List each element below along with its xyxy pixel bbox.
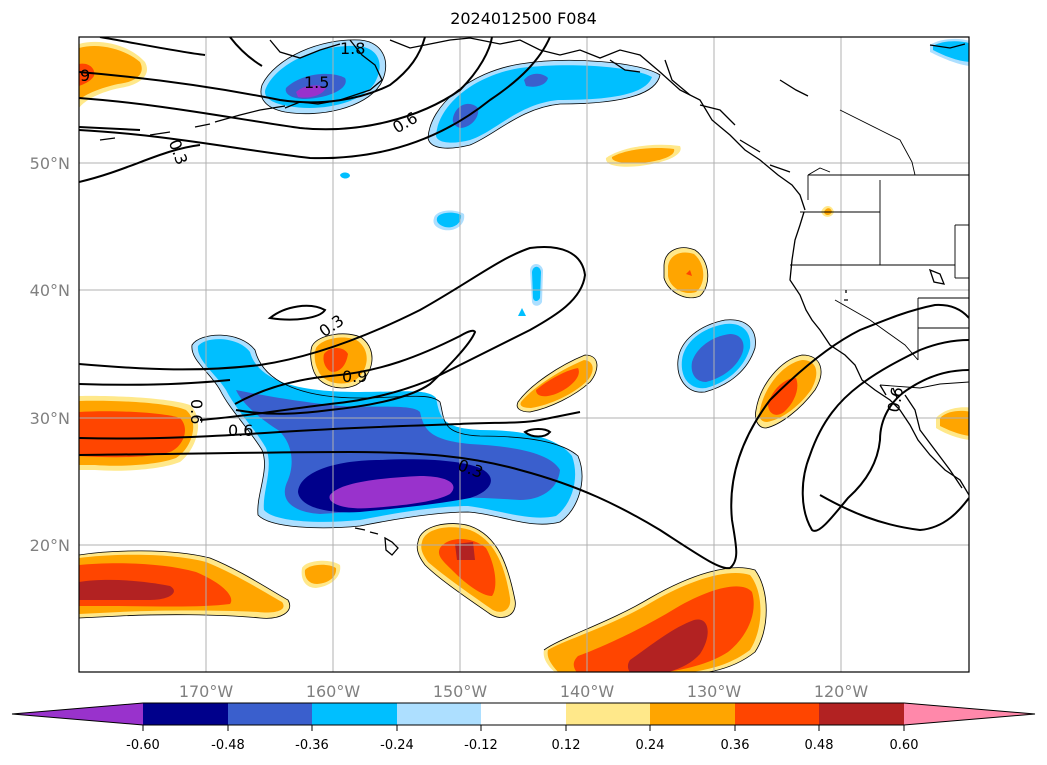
colorbar-extend-right (904, 703, 1035, 725)
map-title: 2024012500 F084 (450, 9, 597, 28)
colorbar-tick-label: -0.60 (126, 738, 160, 753)
contour-lines (79, 37, 969, 570)
colorbar-tick-label: -0.24 (380, 738, 414, 753)
colorbar-segment (481, 703, 566, 725)
colorbar-segment (566, 703, 650, 725)
colorbar-tick-label: 0.12 (552, 738, 581, 753)
colorbar-tick-label: 0.60 (890, 738, 919, 753)
colorbar-segment (228, 703, 312, 725)
latitude-label: 40°N (30, 281, 70, 300)
contour-label: 0.6 (187, 399, 206, 424)
colorbar-tick-label: -0.12 (464, 738, 498, 753)
contour-label: 1.5 (304, 73, 329, 92)
colorbar-segment (397, 703, 481, 725)
colorbar-segment (819, 703, 904, 725)
colorbar-segment (650, 703, 735, 725)
colorbar-segment (735, 703, 819, 725)
contour-label: 1.8 (340, 39, 365, 58)
longitude-label: 140°W (560, 682, 615, 701)
contour-label: 0.6 (884, 385, 907, 413)
colorbar: -0.60 -0.48 -0.36 -0.24 -0.12 0.12 0.24 … (11, 702, 1036, 753)
colorbar-ticks (142, 725, 905, 731)
colorbar-tick-label: 0.36 (721, 738, 750, 753)
colorbar-tick-label: -0.48 (211, 738, 245, 753)
latitude-label: 50°N (30, 154, 70, 173)
longitude-label: 170°W (179, 682, 234, 701)
latitude-label: 30°N (30, 409, 70, 428)
shading-outlines (79, 39, 822, 672)
latitude-label: 20°N (30, 536, 70, 555)
colorbar-segment (143, 703, 228, 725)
longitude-label: 120°W (814, 682, 869, 701)
colorbar-extend-left (12, 703, 143, 725)
contour-label: 0.6 (228, 421, 253, 440)
longitude-label: 130°W (687, 682, 742, 701)
contour-label: 0.9 (342, 367, 367, 386)
contour-label: 9 (80, 66, 90, 85)
map-frame (78, 36, 970, 673)
longitude-label: 160°W (306, 682, 361, 701)
shaded-anomalies (79, 38, 969, 672)
colorbar-tick-label: 0.24 (636, 738, 665, 753)
longitude-label: 150°W (433, 682, 488, 701)
map-panel: 9 0.3 1.8 1.5 0.6 0.3 0.9 0.6 0.6 0.3 0.… (79, 37, 969, 672)
colorbar-tick-label: 0.48 (805, 738, 834, 753)
colorbar-tick-label: -0.36 (295, 738, 329, 753)
colorbar-segment (312, 703, 397, 725)
